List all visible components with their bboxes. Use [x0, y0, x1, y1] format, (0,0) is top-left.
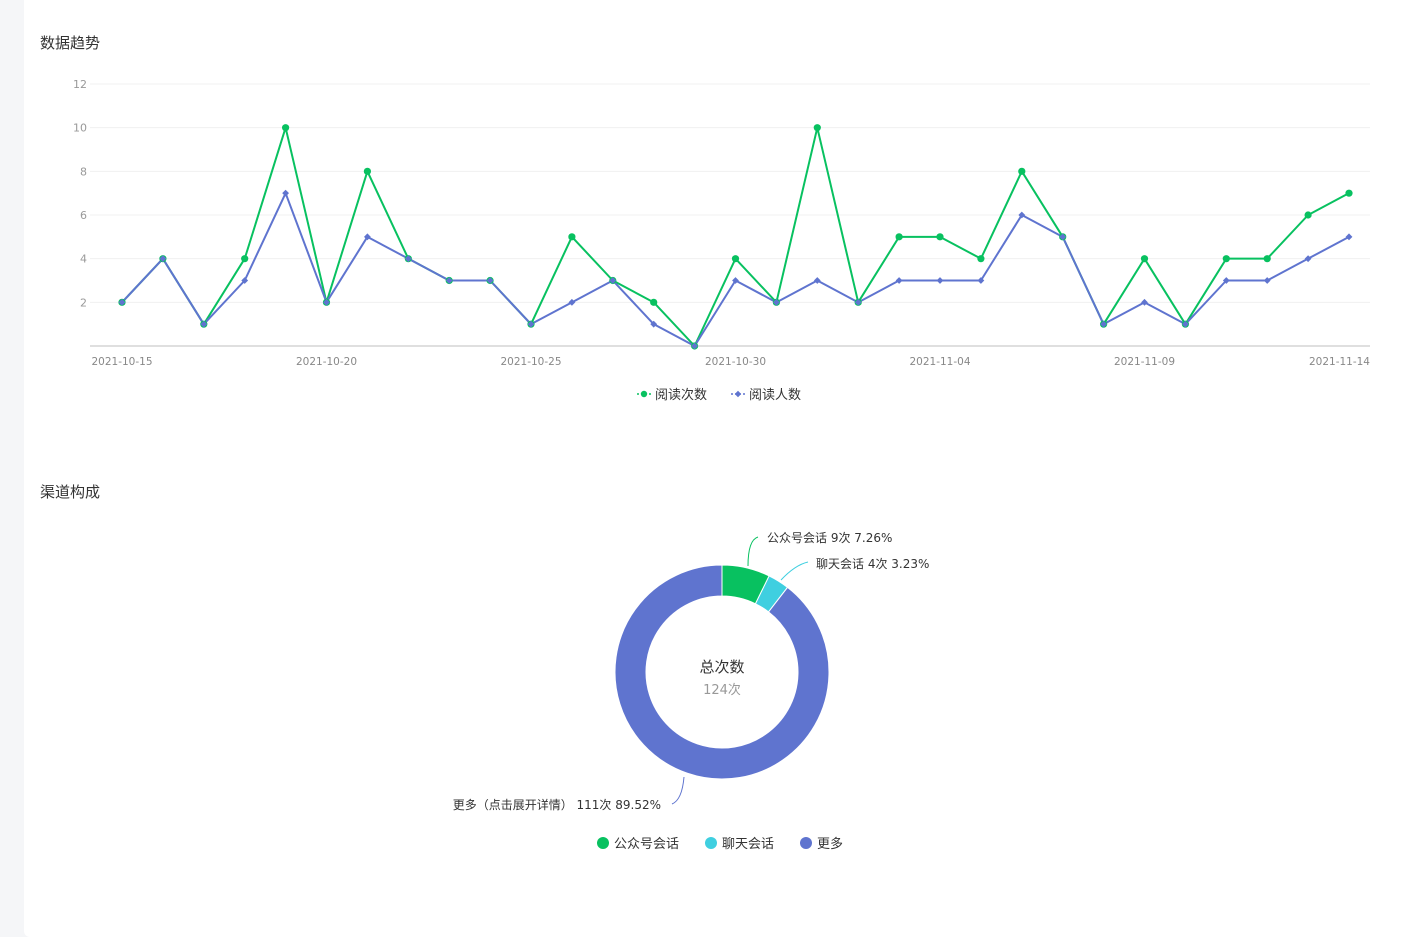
data-point-readers[interactable]	[241, 277, 249, 284]
data-point-readers[interactable]	[773, 298, 780, 306]
data-point-readers[interactable]	[854, 298, 862, 306]
data-point-readers[interactable]	[1304, 255, 1312, 263]
y-tick-label: 12	[73, 78, 87, 91]
data-point-reads[interactable]	[936, 233, 944, 241]
x-tick-label: 2021-10-20	[296, 356, 357, 368]
legend-label: 更多	[817, 836, 843, 852]
data-point-readers[interactable]	[732, 277, 739, 284]
y-tick-label: 8	[80, 165, 87, 178]
x-tick-label: 2021-11-09	[1114, 356, 1175, 368]
data-point-readers[interactable]	[650, 320, 658, 328]
legend-item-readers[interactable]: 阅读人数	[731, 388, 801, 403]
x-tick-label: 2021-10-25	[500, 356, 561, 368]
data-point-reads[interactable]	[568, 233, 576, 241]
donut-center-value: 124次	[703, 682, 741, 698]
data-point-readers[interactable]	[609, 277, 617, 284]
data-point-readers[interactable]	[1222, 277, 1230, 284]
content-card	[24, 0, 1413, 937]
data-point-reads[interactable]	[1304, 211, 1312, 219]
data-point-reads[interactable]	[1263, 255, 1271, 263]
legend-dot	[597, 837, 609, 849]
data-point-readers[interactable]	[1059, 233, 1067, 241]
pie-legend-item-2[interactable]: 更多	[800, 836, 843, 852]
data-point-readers[interactable]	[1100, 320, 1107, 328]
data-point-readers[interactable]	[282, 189, 289, 197]
data-point-readers[interactable]	[527, 320, 535, 328]
legend-label: 聊天会话	[722, 837, 774, 852]
data-point-readers[interactable]	[486, 277, 494, 284]
channel-section-title: 渠道构成	[40, 483, 101, 501]
pie-legend-item-1[interactable]: 聊天会话	[705, 837, 774, 852]
legend-dot	[800, 837, 812, 849]
legend-label: 阅读人数	[749, 388, 801, 403]
data-point-readers[interactable]	[936, 277, 944, 284]
legend-dot	[705, 837, 717, 849]
x-tick-label: 2021-11-04	[909, 356, 970, 368]
data-point-reads[interactable]	[650, 298, 658, 306]
x-tick-label: 2021-10-30	[705, 356, 766, 368]
slice-label: 公众号会话 9次 7.26%	[767, 531, 892, 545]
data-point-readers[interactable]	[813, 277, 821, 284]
data-point-reads[interactable]	[731, 255, 740, 263]
slice-label[interactable]: 更多（点击展开详情） 111次 89.52%	[453, 797, 661, 812]
data-point-readers[interactable]	[118, 298, 126, 306]
data-point-readers[interactable]	[364, 233, 371, 241]
y-tick-label: 2	[80, 296, 87, 309]
data-point-reads[interactable]	[1222, 255, 1230, 263]
x-tick-label: 2021-11-14	[1309, 356, 1370, 368]
legend-marker	[734, 390, 742, 398]
x-tick-label: 2021-10-15	[91, 356, 152, 368]
trend-line-chart: 2 4 6 8 10 12 2021-10-15 2021-10-20 2021-10-25 20…	[73, 78, 1370, 403]
slice-leader-line	[780, 561, 809, 581]
data-point-readers[interactable]	[691, 342, 698, 350]
donut-center-label: 总次数	[699, 658, 744, 676]
data-point-reads[interactable]	[1140, 255, 1149, 263]
data-point-reads[interactable]	[363, 167, 371, 175]
data-point-readers[interactable]	[1345, 233, 1353, 241]
data-point-reads[interactable]	[977, 255, 985, 263]
data-point-readers[interactable]	[1141, 298, 1148, 306]
data-point-readers[interactable]	[159, 255, 167, 263]
legend-label: 公众号会话	[614, 837, 679, 852]
slice-label: 聊天会话 4次 3.23%	[816, 557, 929, 571]
data-point-readers[interactable]	[323, 298, 330, 306]
data-point-readers[interactable]	[977, 277, 985, 284]
slice-leader-line	[671, 776, 685, 805]
data-point-readers[interactable]	[895, 277, 903, 284]
donut-slice-2[interactable]	[614, 564, 830, 780]
data-point-readers[interactable]	[200, 320, 208, 328]
data-point-readers[interactable]	[1263, 277, 1271, 284]
data-point-readers[interactable]	[445, 277, 453, 284]
data-point-reads[interactable]	[1018, 167, 1026, 175]
data-point-reads[interactable]	[813, 124, 821, 132]
slice-leader-line	[747, 536, 759, 567]
pie-legend-item-0[interactable]: 公众号会话	[597, 837, 679, 852]
trend-section-title: 数据趋势	[40, 34, 101, 52]
y-tick-label: 4	[80, 253, 87, 266]
legend-item-reads[interactable]: 阅读次数	[637, 387, 707, 403]
y-tick-label: 10	[73, 122, 87, 135]
data-point-readers[interactable]	[1018, 211, 1026, 219]
y-tick-label: 6	[80, 209, 87, 222]
data-point-readers[interactable]	[1182, 320, 1189, 328]
data-point-readers[interactable]	[404, 255, 412, 263]
data-point-reads[interactable]	[241, 255, 249, 263]
data-point-readers[interactable]	[568, 298, 576, 306]
legend-label: 阅读次数	[655, 387, 707, 403]
data-point-reads[interactable]	[895, 233, 903, 241]
data-point-reads[interactable]	[282, 124, 290, 132]
data-point-reads[interactable]	[1345, 189, 1353, 197]
legend-marker	[640, 390, 648, 398]
